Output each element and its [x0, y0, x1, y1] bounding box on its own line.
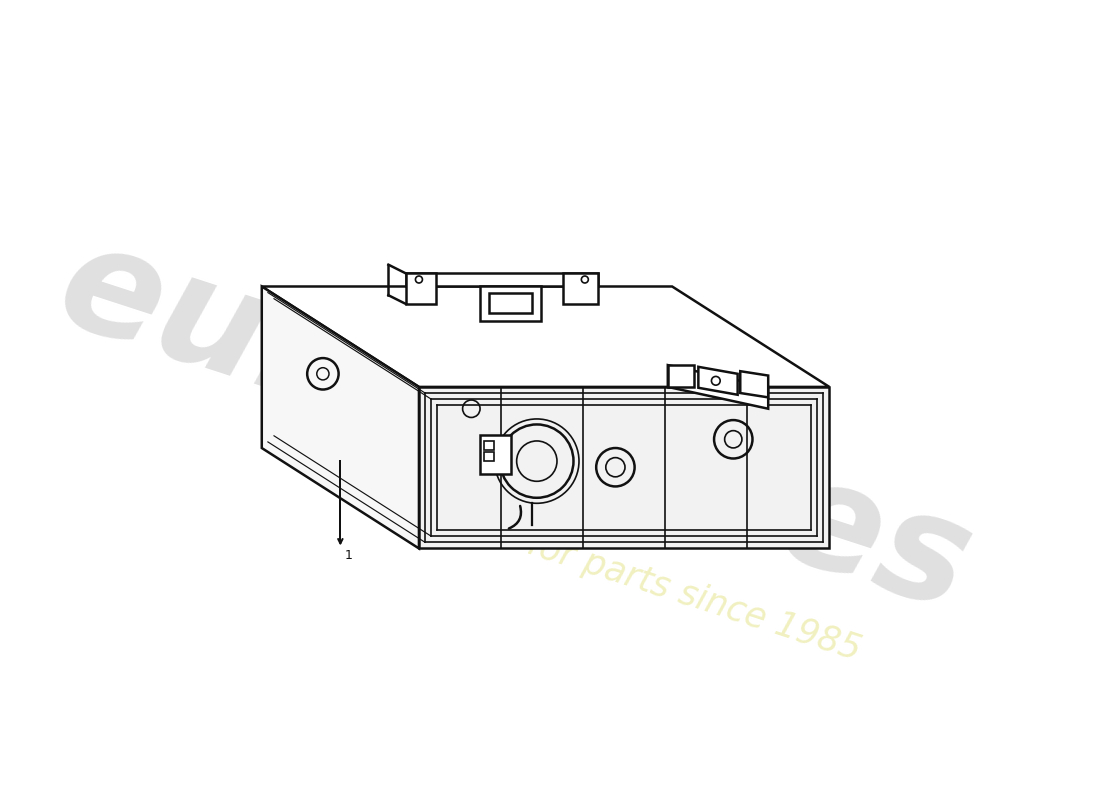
Polygon shape [262, 286, 419, 549]
Polygon shape [488, 294, 532, 313]
Polygon shape [563, 274, 598, 304]
Text: a passion for parts since 1985: a passion for parts since 1985 [356, 473, 866, 667]
Polygon shape [668, 365, 694, 387]
Bar [480, 435, 510, 474]
Polygon shape [406, 274, 437, 304]
Polygon shape [406, 274, 598, 286]
Bar [484, 441, 494, 450]
Polygon shape [480, 286, 541, 322]
Text: 1: 1 [344, 549, 353, 562]
Polygon shape [668, 365, 768, 409]
Text: eurospares: eurospares [42, 210, 989, 642]
Polygon shape [419, 387, 829, 549]
Polygon shape [740, 371, 768, 398]
Bar [484, 452, 494, 461]
Polygon shape [698, 367, 738, 394]
Polygon shape [262, 286, 829, 387]
